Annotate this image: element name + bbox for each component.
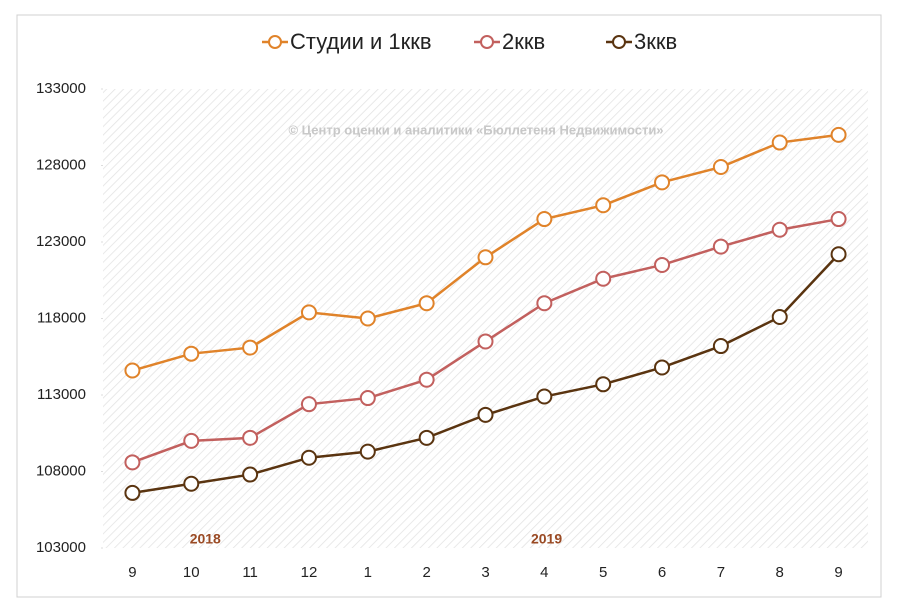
year-label: 2018 <box>190 531 221 547</box>
y-tick-label: 108000 <box>36 462 86 479</box>
legend-label: 3ккв <box>634 29 677 54</box>
data-point <box>418 371 435 388</box>
data-point <box>830 246 847 263</box>
x-tick-label: 12 <box>301 564 318 581</box>
data-point <box>771 308 788 325</box>
data-point <box>183 432 200 449</box>
x-tick-label: 4 <box>540 564 548 581</box>
data-point <box>477 249 494 266</box>
data-point <box>830 126 847 143</box>
watermark: © Центр оценки и аналитики «Бюллетеня Не… <box>288 122 663 137</box>
data-point <box>771 134 788 151</box>
legend-marker <box>268 35 282 49</box>
data-point <box>300 304 317 321</box>
data-point <box>124 454 141 471</box>
x-tick-label: 8 <box>776 564 784 581</box>
data-point <box>536 388 553 405</box>
legend-marker <box>480 35 494 49</box>
data-point <box>595 376 612 393</box>
data-point <box>359 443 376 460</box>
legend-label: 2ккв <box>502 29 545 54</box>
data-point <box>418 295 435 312</box>
x-tick-label: 1 <box>364 564 372 581</box>
plot-area <box>103 89 868 548</box>
x-tick-label: 2 <box>422 564 430 581</box>
year-label: 2019 <box>531 531 562 547</box>
data-point <box>595 197 612 214</box>
data-point <box>477 333 494 350</box>
data-point <box>830 211 847 228</box>
data-point <box>536 211 553 228</box>
y-tick-label: 118000 <box>37 309 86 326</box>
y-tick-label: 128000 <box>36 156 86 173</box>
data-point <box>183 345 200 362</box>
data-point <box>712 159 729 176</box>
data-point <box>712 238 729 255</box>
data-point <box>242 466 259 483</box>
y-tick-label: 103000 <box>36 539 86 556</box>
data-point <box>771 221 788 238</box>
data-point <box>477 406 494 423</box>
data-point <box>536 295 553 312</box>
x-tick-label: 11 <box>242 564 258 581</box>
data-point <box>242 339 259 356</box>
legend-label: Студии и 1ккв <box>290 29 432 54</box>
data-point <box>595 270 612 287</box>
x-tick-label: 3 <box>481 564 489 581</box>
x-tick-label: 5 <box>599 564 607 581</box>
data-point <box>300 449 317 466</box>
data-point <box>418 429 435 446</box>
data-point <box>183 475 200 492</box>
x-tick-label: 7 <box>717 564 725 581</box>
data-point <box>654 359 671 376</box>
data-point <box>654 174 671 191</box>
data-point <box>359 390 376 407</box>
data-point <box>242 429 259 446</box>
data-point <box>654 256 671 273</box>
x-tick-label: 9 <box>128 564 136 581</box>
data-point <box>359 310 376 327</box>
x-tick-label: 6 <box>658 564 666 581</box>
data-point <box>124 484 141 501</box>
data-point <box>712 338 729 355</box>
data-point <box>300 396 317 413</box>
y-tick-label: 113000 <box>37 386 86 403</box>
data-point <box>124 362 141 379</box>
x-tick-label: 10 <box>183 564 200 581</box>
legend-marker <box>612 35 626 49</box>
x-tick-label: 9 <box>834 564 842 581</box>
y-tick-label: 133000 <box>36 80 86 97</box>
y-tick-label: 123000 <box>36 233 86 250</box>
